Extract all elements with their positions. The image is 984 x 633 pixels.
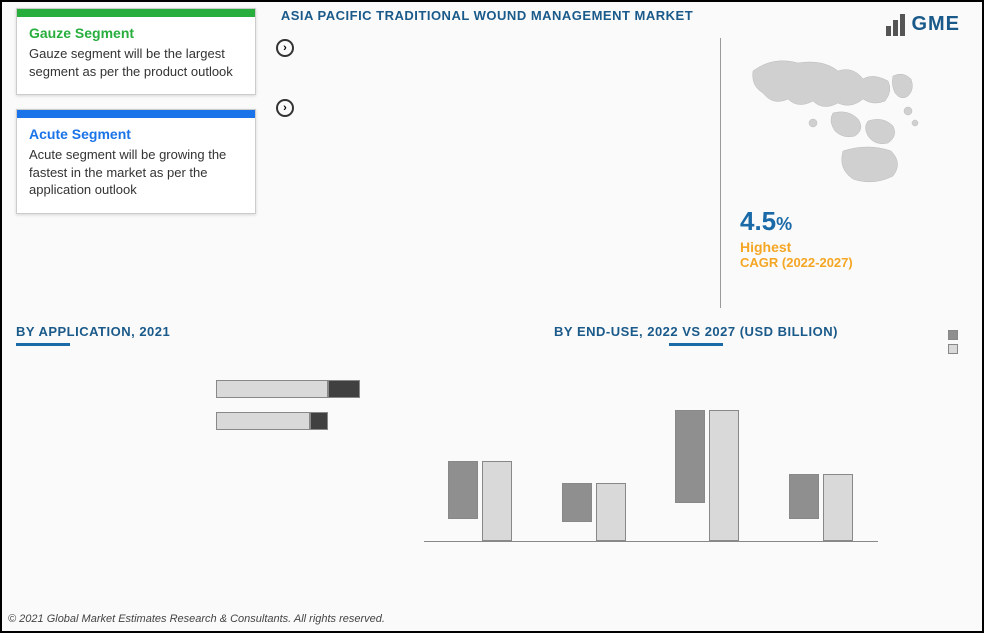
vbar-2027 bbox=[482, 461, 512, 541]
cagr-label: CAGR (2022-2027) bbox=[740, 255, 968, 270]
segment-bar bbox=[17, 110, 255, 118]
logo-bars-icon bbox=[886, 12, 905, 36]
cagr-block: 4.5% Highest CAGR (2022-2027) bbox=[718, 206, 968, 270]
chevron-circle-icon: › bbox=[276, 39, 294, 57]
vbar-group bbox=[662, 410, 752, 541]
segment-title: Gauze Segment bbox=[17, 17, 255, 45]
asia-pacific-map bbox=[743, 51, 943, 196]
upper-section: Gauze Segment Gauze segment will be the … bbox=[2, 2, 982, 270]
vbar-2022 bbox=[448, 461, 478, 519]
title-underline bbox=[16, 343, 70, 346]
legend-item bbox=[948, 330, 964, 340]
by-application-panel: BY APPLICATION, 2021 bbox=[16, 324, 396, 566]
segment-body: Gauze segment will be the largest segmen… bbox=[17, 45, 255, 94]
logo-text: GME bbox=[911, 13, 960, 36]
cagr-highest: Highest bbox=[740, 239, 968, 255]
legend-item bbox=[948, 344, 964, 354]
section-title: BY END-USE, 2022 VS 2027 (USD BILLION) bbox=[424, 324, 968, 339]
hbar-segment bbox=[216, 412, 310, 430]
hbar-chart bbox=[16, 380, 396, 430]
vbar-2022 bbox=[675, 410, 705, 503]
main-title: ASIA PACIFIC TRADITIONAL WOUND MANAGEMEN… bbox=[276, 8, 698, 23]
segment-bar bbox=[17, 9, 255, 17]
hbar-row bbox=[16, 380, 396, 398]
hbar-track bbox=[216, 380, 396, 398]
section-title: BY APPLICATION, 2021 bbox=[16, 324, 396, 339]
bullet-row: › bbox=[276, 37, 698, 57]
lower-section: BY APPLICATION, 2021 BY END-USE, 2022 VS… bbox=[16, 324, 968, 566]
legend-swatch bbox=[948, 344, 958, 354]
legend-swatch bbox=[948, 330, 958, 340]
title-underline bbox=[669, 343, 723, 346]
vbar-2022 bbox=[562, 483, 592, 521]
hbar-segment bbox=[310, 412, 328, 430]
infographic-container: { "colors": { "green": "#27ae3c", "blue"… bbox=[0, 0, 984, 633]
center-column: ASIA PACIFIC TRADITIONAL WOUND MANAGEMEN… bbox=[256, 8, 718, 270]
hbar-segment bbox=[216, 380, 328, 398]
right-column: GME 4.5% Highest CA bbox=[718, 8, 968, 270]
vbar-2027 bbox=[596, 483, 626, 541]
segment-box-gauze: Gauze Segment Gauze segment will be the … bbox=[16, 8, 256, 95]
vbar-group bbox=[776, 474, 866, 541]
hbar-segment bbox=[328, 380, 360, 398]
hbar-track bbox=[216, 412, 396, 430]
hbar-row bbox=[16, 412, 396, 430]
segment-title: Acute Segment bbox=[17, 118, 255, 146]
segment-body: Acute segment will be growing the fastes… bbox=[17, 146, 255, 213]
cagr-percent: % bbox=[776, 214, 792, 234]
chart-legend bbox=[948, 330, 964, 358]
vbar-group bbox=[549, 483, 639, 541]
vbar-2027 bbox=[823, 474, 853, 541]
segment-box-acute: Acute Segment Acute segment will be grow… bbox=[16, 109, 256, 214]
vbar-group bbox=[435, 461, 525, 541]
chart-plot-area bbox=[424, 366, 878, 542]
vbar-2027 bbox=[709, 410, 739, 541]
cagr-value: 4.5 bbox=[740, 206, 776, 236]
gme-logo: GME bbox=[878, 8, 968, 40]
vbar-2022 bbox=[789, 474, 819, 519]
bullet-row: › bbox=[276, 97, 698, 117]
by-end-use-panel: BY END-USE, 2022 VS 2027 (USD BILLION) bbox=[424, 324, 968, 566]
copyright-footer: © 2021 Global Market Estimates Research … bbox=[8, 613, 385, 625]
segments-column: Gauze Segment Gauze segment will be the … bbox=[16, 8, 256, 270]
vbar-chart bbox=[424, 356, 968, 566]
chevron-circle-icon: › bbox=[276, 99, 294, 117]
